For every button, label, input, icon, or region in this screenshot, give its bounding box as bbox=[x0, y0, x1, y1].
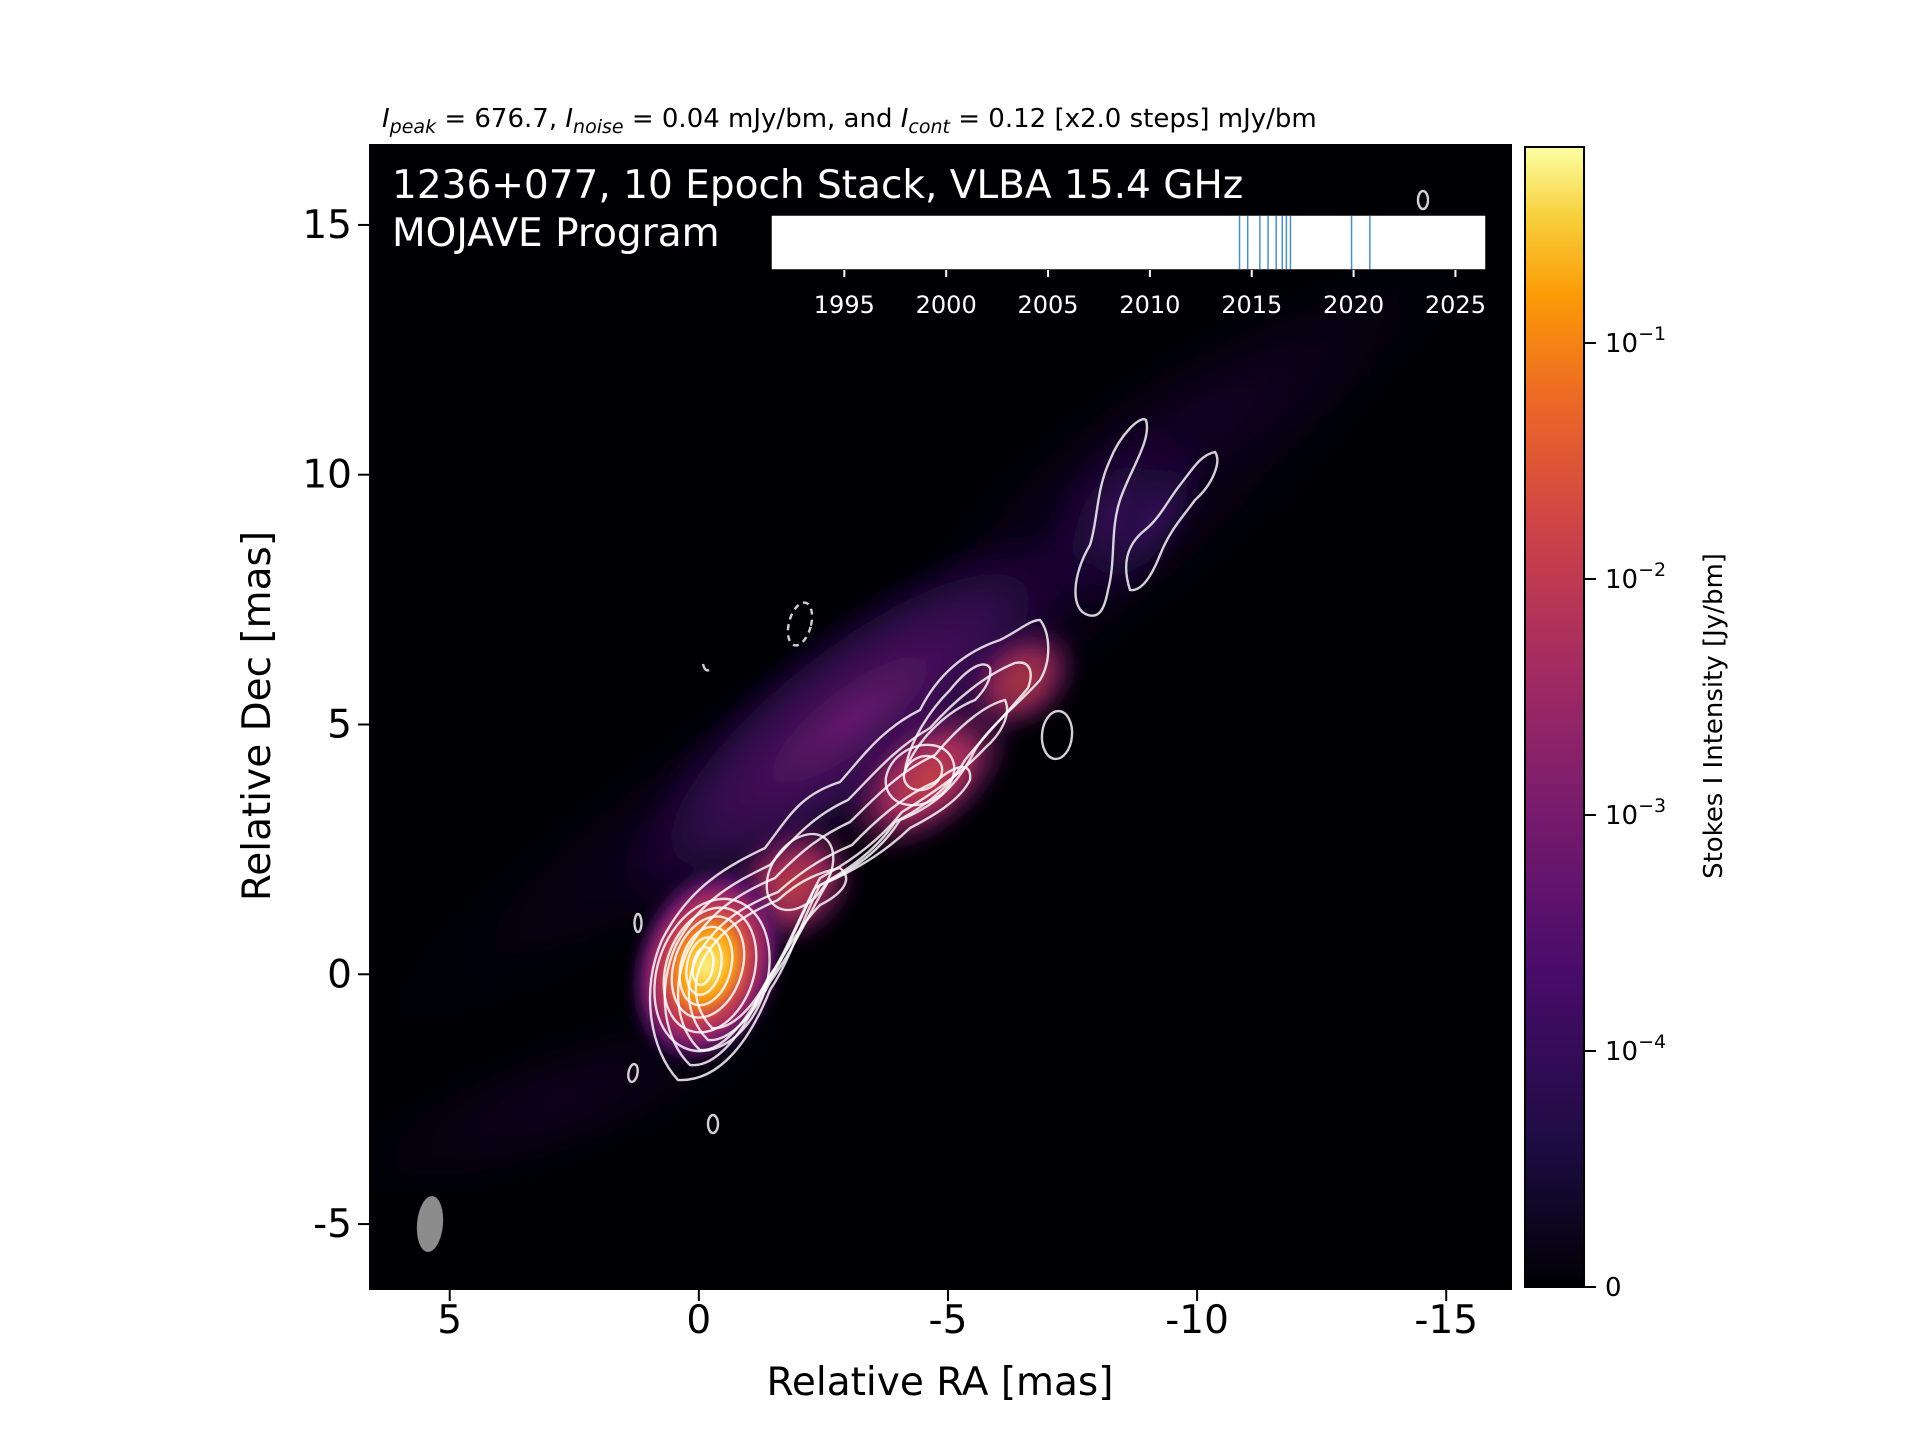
contour-outer-west bbox=[1124, 450, 1219, 592]
epoch-lines bbox=[1238, 216, 1371, 269]
y-axis-label: Relative Dec [mas] bbox=[235, 531, 280, 901]
x-tick-label: -15 bbox=[1414, 1298, 1478, 1343]
contour-outer-east bbox=[1074, 418, 1149, 617]
colorbar-tick-label: 10−2 bbox=[1605, 559, 1666, 595]
epoch-tick-label: 2015 bbox=[1221, 291, 1282, 319]
map-title-line1: 1236+077, 10 Epoch Stack, VLBA 15.4 GHz bbox=[392, 163, 1243, 208]
peak-symbol: I bbox=[382, 104, 390, 134]
peak-subscript: peak bbox=[389, 116, 437, 138]
contour-core-6 bbox=[691, 946, 715, 986]
map-frame bbox=[369, 144, 1512, 1290]
epoch-tick-label: 2000 bbox=[916, 291, 977, 319]
noise-value: = 0.04 mJy/bm, and bbox=[624, 104, 901, 134]
contour-tick bbox=[701, 663, 710, 672]
contour-knot-1 bbox=[765, 832, 835, 912]
colorbar-label: Stokes I Intensity [Jy/bm] bbox=[1699, 553, 1729, 879]
x-axis-ticks: 5 0 -5 -10 -15 bbox=[437, 1289, 1478, 1343]
colorbar-tick-label: 10−3 bbox=[1605, 795, 1666, 831]
contour-upper-jet bbox=[903, 663, 992, 771]
map-panel: 1236+077, 10 Epoch Stack, VLBA 15.4 GHz … bbox=[370, 145, 1511, 1289]
epoch-tick-label: 1995 bbox=[814, 291, 875, 319]
epoch-tick-label: 2025 bbox=[1425, 291, 1486, 319]
y-tick-label: 15 bbox=[302, 203, 352, 248]
colorbar-gradient bbox=[1524, 146, 1585, 1288]
epoch-inset: 1995 2000 2005 2010 2015 2020 2025 bbox=[770, 214, 1487, 319]
y-tick-label: 0 bbox=[327, 952, 352, 997]
contour-island-3 bbox=[706, 1113, 720, 1135]
contour-core-3 bbox=[670, 915, 746, 1019]
colorbar-tick-label: 10−4 bbox=[1605, 1031, 1666, 1067]
y-axis-ticks: -5 0 5 10 15 bbox=[302, 203, 370, 1247]
map-title-line2: MOJAVE Program bbox=[392, 211, 720, 256]
contour-core-5 bbox=[685, 936, 723, 996]
y-tick-label: 5 bbox=[327, 702, 352, 747]
x-tick-label: -10 bbox=[1165, 1298, 1229, 1343]
colorbar-tick-label: 10−1 bbox=[1605, 323, 1666, 359]
cont-symbol: I bbox=[901, 104, 909, 134]
contour-knot-3 bbox=[902, 754, 944, 792]
epoch-tick-label: 2010 bbox=[1119, 291, 1180, 319]
contour-core-4 bbox=[678, 925, 734, 1007]
contour-island-1 bbox=[633, 912, 643, 934]
contour-outer bbox=[648, 618, 1050, 1082]
noise-subscript: noise bbox=[573, 116, 624, 138]
cont-value: = 0.12 [x2.0 steps] mJy/bm bbox=[950, 104, 1317, 134]
contour-blob-east bbox=[1040, 709, 1074, 761]
contour-knot-2 bbox=[884, 743, 956, 807]
colorbar-ticks: 10−1 10−2 10−3 10−4 0 bbox=[1584, 323, 1666, 1303]
epoch-inset-box bbox=[770, 214, 1487, 271]
noise-symbol: I bbox=[565, 104, 573, 134]
y-tick-label: 10 bbox=[302, 453, 352, 498]
contour-3 bbox=[676, 698, 1009, 1052]
figure-header: Ipeak = 676.7, Inoise = 0.04 mJy/bm, and… bbox=[382, 104, 1317, 138]
x-tick-label: 5 bbox=[437, 1298, 462, 1343]
contour-negative bbox=[786, 601, 814, 647]
x-axis-label: Relative RA [mas] bbox=[767, 1360, 1114, 1405]
cont-subscript: cont bbox=[908, 116, 951, 138]
colorbar-tick-label: 0 bbox=[1605, 1273, 1622, 1303]
x-tick-label: -5 bbox=[929, 1298, 968, 1343]
colorbar: 10−1 10−2 10−3 10−4 0 Stokes I Intensity [Jy… bbox=[1524, 146, 1729, 1303]
contour-core-2 bbox=[662, 906, 758, 1034]
epoch-tick-label: 2020 bbox=[1323, 291, 1384, 319]
peak-value: = 676.7, bbox=[436, 104, 565, 134]
x-tick-label: 0 bbox=[686, 1298, 711, 1343]
contours bbox=[627, 189, 1430, 1135]
epoch-ticks: 1995 2000 2005 2010 2015 2020 2025 bbox=[814, 270, 1486, 319]
epoch-tick-label: 2005 bbox=[1017, 291, 1078, 319]
contour-island-2 bbox=[627, 1062, 639, 1084]
y-tick-label: -5 bbox=[313, 1202, 352, 1247]
contour-core-1 bbox=[653, 897, 771, 1053]
beam-ellipse bbox=[416, 1196, 444, 1252]
contour-island-4 bbox=[1416, 189, 1430, 211]
contour-4 bbox=[687, 765, 972, 1042]
